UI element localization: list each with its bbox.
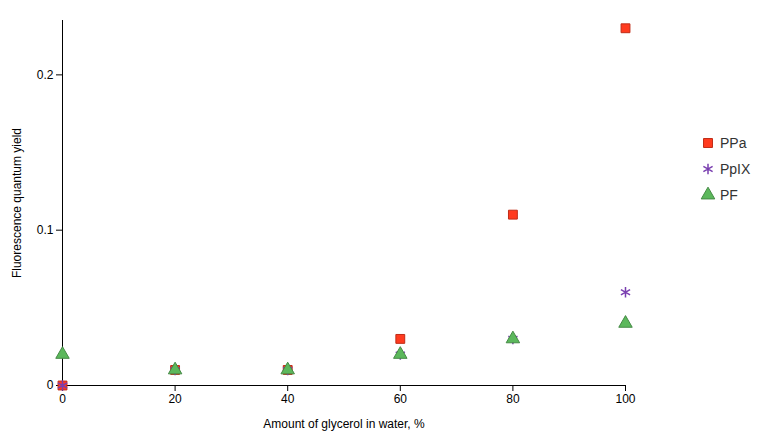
html-text:PF: PF [720, 187, 738, 203]
svg-text:20: 20 [168, 392, 182, 406]
svg-text:0.1: 0.1 [37, 223, 54, 237]
html-text:PpIX: PpIX [720, 161, 751, 177]
svg-text:100: 100 [615, 392, 635, 406]
svg-text:40: 40 [281, 392, 295, 406]
svg-text:0: 0 [59, 392, 66, 406]
svg-text:0.2: 0.2 [37, 68, 54, 82]
svg-text:60: 60 [394, 392, 408, 406]
svg-text:80: 80 [506, 392, 520, 406]
svg-text:Fluorescence quantum yield: Fluorescence quantum yield [10, 128, 24, 278]
html-text:PPa: PPa [720, 135, 747, 151]
svg-text:Amount of glycerol in water, %: Amount of glycerol in water, % [263, 417, 425, 431]
svg-text:0: 0 [47, 378, 54, 392]
